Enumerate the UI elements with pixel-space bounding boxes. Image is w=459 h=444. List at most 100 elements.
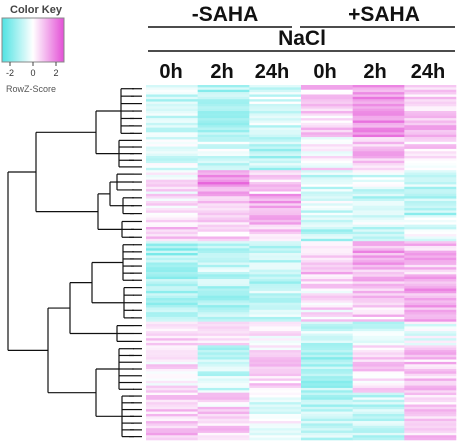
heatmap-cell bbox=[352, 338, 405, 341]
heatmap-cell bbox=[301, 113, 353, 117]
heatmap-cell bbox=[146, 411, 198, 415]
heatmap-cell bbox=[404, 416, 457, 419]
heatmap-cell bbox=[352, 269, 405, 273]
heatmap-cell bbox=[404, 144, 457, 147]
heatmap-cell bbox=[249, 395, 302, 398]
heatmap-cell bbox=[301, 324, 353, 327]
heatmap-cell bbox=[352, 290, 405, 294]
heatmap-cell bbox=[404, 288, 457, 292]
heatmap-cell bbox=[146, 293, 198, 296]
heatmap-cell bbox=[197, 184, 250, 188]
heatmap-cell bbox=[197, 103, 250, 107]
heatmap-cell bbox=[249, 238, 302, 242]
heatmap-cell bbox=[301, 404, 353, 408]
heatmap-cell bbox=[197, 314, 250, 318]
heatmap-cell bbox=[301, 170, 353, 173]
heatmap-cell bbox=[352, 208, 405, 211]
heatmap-cell bbox=[249, 295, 302, 299]
heatmap-cell bbox=[301, 387, 353, 391]
heatmap-cell bbox=[352, 174, 405, 178]
heatmap-cell bbox=[352, 200, 405, 204]
heatmap-cell bbox=[249, 421, 302, 424]
heatmap-cell bbox=[249, 108, 302, 112]
heatmap-cell bbox=[301, 369, 353, 372]
heatmap-cell bbox=[146, 255, 198, 259]
heatmap-cell bbox=[249, 222, 302, 225]
heatmap-cell bbox=[352, 437, 405, 441]
heatmap-cell bbox=[146, 302, 198, 306]
heatmap-cell bbox=[197, 359, 250, 363]
heatmap-cell bbox=[301, 238, 353, 242]
heatmap-cell bbox=[404, 378, 457, 382]
heatmap-cell bbox=[352, 345, 405, 348]
heatmap-cell bbox=[146, 359, 198, 363]
heatmap-cell bbox=[404, 129, 457, 133]
heatmap-cell bbox=[197, 238, 250, 242]
heatmap-cell bbox=[249, 326, 302, 330]
heatmap-cell bbox=[404, 321, 457, 325]
heatmap-cell bbox=[146, 196, 198, 199]
heatmap-cell bbox=[301, 103, 353, 107]
heatmap-cell bbox=[197, 267, 250, 270]
heatmap-cell bbox=[352, 210, 405, 214]
heatmap-cell bbox=[301, 411, 353, 415]
heatmap-cell bbox=[352, 316, 405, 320]
heatmap-cell bbox=[404, 212, 457, 216]
heatmap-cell bbox=[352, 148, 405, 152]
heatmap-cell bbox=[249, 172, 302, 176]
heatmap-cell bbox=[197, 387, 250, 391]
heatmap-cell bbox=[197, 333, 250, 337]
heatmap-cell bbox=[146, 352, 198, 356]
heatmap-cell bbox=[301, 141, 353, 145]
heatmap-cell bbox=[301, 331, 353, 334]
heatmap-cell bbox=[404, 205, 457, 209]
heatmap-cell bbox=[249, 224, 302, 228]
heatmap-cell bbox=[249, 257, 302, 261]
heatmap-cell bbox=[249, 352, 302, 356]
heatmap-cell bbox=[249, 347, 302, 351]
heatmap-cell bbox=[197, 250, 250, 254]
heatmap-cell bbox=[197, 229, 250, 233]
heatmap-cell bbox=[404, 177, 457, 180]
heatmap-cell bbox=[197, 307, 250, 311]
column-label-4: 0h bbox=[313, 61, 336, 83]
heatmap-cell bbox=[146, 241, 198, 244]
heatmap-cell bbox=[197, 418, 250, 422]
heatmap-cell bbox=[146, 125, 198, 128]
heatmap-cell bbox=[249, 406, 302, 410]
heatmap-cell bbox=[146, 409, 198, 412]
heatmap-cell bbox=[197, 286, 250, 289]
heatmap-cell bbox=[301, 158, 353, 162]
heatmap-cell bbox=[352, 129, 405, 133]
heatmap-cell bbox=[404, 141, 457, 145]
heatmap-cell bbox=[301, 241, 353, 244]
heatmap-cell bbox=[146, 340, 198, 344]
heatmap-cell bbox=[146, 423, 198, 427]
heatmap-cell bbox=[301, 390, 353, 393]
heatmap-cell bbox=[352, 189, 405, 192]
heatmap-cell bbox=[197, 428, 250, 431]
heatmap-cell bbox=[301, 300, 353, 304]
heatmap-cell bbox=[301, 328, 353, 332]
heatmap-cell bbox=[249, 371, 302, 375]
heatmap-cell bbox=[146, 160, 198, 164]
heatmap-cell bbox=[146, 148, 198, 152]
heatmap-cell bbox=[404, 219, 457, 223]
heatmap-cell bbox=[249, 174, 302, 178]
heatmap-cell bbox=[352, 139, 405, 143]
heatmap-cell bbox=[404, 345, 457, 348]
heatmap-cell bbox=[249, 151, 302, 154]
heatmap-cell bbox=[404, 369, 457, 372]
heatmap-cell bbox=[197, 257, 250, 261]
heatmap-cell bbox=[197, 274, 250, 277]
heatmap-cell bbox=[249, 264, 302, 268]
heatmap-cell bbox=[146, 378, 198, 382]
heatmap-cell bbox=[404, 437, 457, 441]
heatmap-cell bbox=[301, 96, 353, 100]
heatmap-cell bbox=[249, 345, 302, 348]
heatmap-cell bbox=[301, 196, 353, 199]
heatmap-cell bbox=[249, 312, 302, 315]
heatmap-cell bbox=[249, 179, 302, 183]
heatmap-cell bbox=[404, 314, 457, 318]
heatmap-cell bbox=[146, 395, 198, 398]
